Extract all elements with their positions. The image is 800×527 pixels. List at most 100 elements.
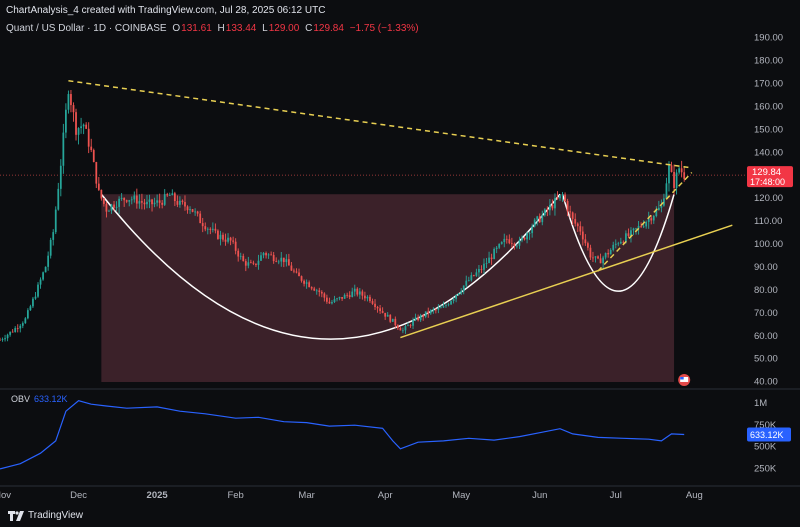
candle-body[interactable] [229, 237, 232, 241]
candle-body[interactable] [414, 317, 417, 321]
candle-body[interactable] [320, 291, 323, 294]
candle-body[interactable] [11, 331, 14, 333]
candle-body[interactable] [493, 248, 496, 259]
candle-body[interactable] [95, 162, 98, 184]
candle-body[interactable] [488, 257, 490, 264]
candle-body[interactable] [604, 253, 607, 258]
candle-body[interactable] [214, 228, 217, 231]
candle-body[interactable] [427, 311, 430, 314]
candle-body[interactable] [612, 244, 615, 250]
candle-body[interactable] [447, 304, 450, 306]
candle-body[interactable] [561, 194, 564, 196]
candle-body[interactable] [434, 309, 437, 311]
candle-body[interactable] [614, 243, 617, 245]
candle-body[interactable] [204, 226, 207, 230]
candle-body[interactable] [576, 223, 579, 227]
candle-body[interactable] [303, 280, 305, 284]
candle-body[interactable] [19, 325, 22, 329]
candle-body[interactable] [622, 241, 625, 243]
candle-body[interactable] [128, 200, 131, 202]
candle-body[interactable] [485, 263, 488, 264]
candle-body[interactable] [480, 269, 483, 270]
candle-body[interactable] [173, 193, 176, 202]
candle-body[interactable] [37, 284, 39, 297]
candle-body[interactable] [244, 261, 247, 266]
candle-body[interactable] [113, 204, 115, 208]
candle-body[interactable] [120, 197, 123, 199]
candle-body[interactable] [490, 257, 493, 259]
candle-body[interactable] [452, 298, 455, 302]
candle-body[interactable] [247, 262, 250, 266]
candle-body[interactable] [467, 280, 470, 282]
candle-body[interactable] [625, 233, 627, 243]
candle-body[interactable] [300, 276, 303, 281]
candle-body[interactable] [571, 212, 574, 219]
candle-body[interactable] [85, 124, 88, 129]
candle-body[interactable] [668, 165, 670, 184]
candle-body[interactable] [450, 301, 452, 305]
candle-body[interactable] [399, 328, 402, 331]
candle-body[interactable] [272, 254, 275, 262]
candle-body[interactable] [315, 290, 318, 292]
candle-body[interactable] [396, 325, 399, 329]
candle-body[interactable] [594, 256, 597, 258]
candle-body[interactable] [331, 302, 333, 304]
candle-body[interactable] [369, 296, 371, 302]
candle-body[interactable] [100, 189, 103, 199]
candle-body[interactable] [495, 247, 498, 249]
candle-body[interactable] [394, 318, 397, 326]
candle-body[interactable] [472, 275, 475, 276]
candle-body[interactable] [280, 257, 283, 262]
candle-body[interactable] [249, 262, 252, 264]
candle-body[interactable] [224, 239, 227, 242]
candle-body[interactable] [275, 261, 278, 262]
candle-body[interactable] [323, 293, 326, 298]
candle-body[interactable] [176, 201, 179, 205]
candle-body[interactable] [47, 255, 50, 267]
candle-body[interactable] [680, 168, 683, 173]
candle-body[interactable] [52, 232, 55, 240]
candle-body[interactable] [181, 200, 184, 203]
candle-body[interactable] [62, 132, 65, 166]
candle-body[interactable] [559, 195, 561, 199]
candle-body[interactable] [647, 218, 650, 222]
candle-body[interactable] [607, 253, 610, 255]
candle-body[interactable] [483, 263, 485, 270]
candle-body[interactable] [457, 293, 460, 295]
candle-body[interactable] [206, 228, 209, 230]
candle-body[interactable] [429, 310, 432, 314]
candle-body[interactable] [171, 193, 174, 196]
candle-body[interactable] [402, 330, 404, 332]
candle-body[interactable] [239, 255, 242, 257]
candle-body[interactable] [379, 308, 381, 312]
candle-body[interactable] [645, 221, 648, 227]
candle-body[interactable] [87, 128, 90, 147]
candle-body[interactable] [156, 200, 158, 203]
candle-body[interactable] [341, 297, 343, 299]
candle-body[interactable] [54, 209, 57, 233]
candle-body[interactable] [617, 243, 620, 245]
candle-body[interactable] [110, 204, 113, 211]
candle-body[interactable] [528, 233, 531, 234]
candle-body[interactable] [72, 105, 75, 113]
candle-body[interactable] [158, 200, 161, 203]
candle-body[interactable] [663, 198, 665, 206]
candle-body[interactable] [404, 326, 407, 331]
candle-body[interactable] [358, 291, 361, 295]
candle-body[interactable] [32, 298, 34, 307]
candle-body[interactable] [432, 309, 435, 311]
candle-body[interactable] [219, 234, 222, 239]
candle-body[interactable] [381, 311, 384, 313]
candle-body[interactable] [194, 211, 197, 213]
candle-body[interactable] [581, 231, 584, 240]
candle-body[interactable] [554, 198, 556, 209]
candle-body[interactable] [579, 226, 582, 232]
candle-body[interactable] [16, 328, 19, 329]
candle-body[interactable] [186, 206, 189, 211]
candle-body[interactable] [232, 240, 235, 242]
candle-body[interactable] [445, 305, 447, 307]
candle-body[interactable] [391, 318, 394, 322]
candle-body[interactable] [125, 200, 128, 202]
candle-body[interactable] [298, 272, 300, 277]
candle-body[interactable] [523, 237, 526, 240]
